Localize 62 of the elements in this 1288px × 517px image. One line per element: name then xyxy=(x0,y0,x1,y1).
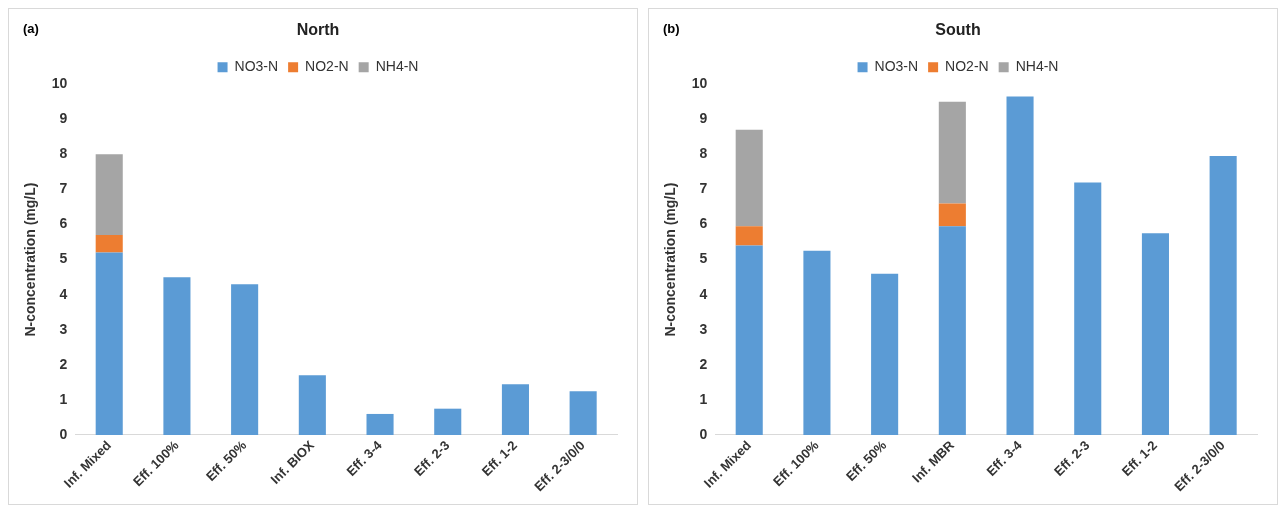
y-tick-label: 5 xyxy=(59,250,68,267)
y-tick-label: 1 xyxy=(699,390,708,407)
bar xyxy=(95,252,123,435)
legend-label: NH4-N xyxy=(1015,58,1059,75)
chart-title: North xyxy=(296,21,340,39)
y-tick-label: 5 xyxy=(699,250,708,267)
bar xyxy=(735,226,763,246)
bar xyxy=(871,273,899,435)
legend-label: NO3-N xyxy=(874,58,919,75)
bar xyxy=(95,154,123,236)
y-tick-label: 10 xyxy=(51,75,68,92)
y-tick-label: 6 xyxy=(59,215,68,232)
bar xyxy=(231,284,259,435)
bar xyxy=(434,408,462,435)
y-tick-label: 8 xyxy=(59,145,68,162)
legend-label: NO2-N xyxy=(305,58,349,75)
y-tick-label: 2 xyxy=(699,355,708,372)
bar xyxy=(1141,233,1169,435)
y-tick-label: 7 xyxy=(59,180,68,197)
legend-label: NO3-N xyxy=(234,58,279,75)
y-tick-label: 4 xyxy=(59,285,68,302)
bar xyxy=(938,101,966,204)
legend-label: NH4-N xyxy=(375,58,419,75)
y-tick-label: 0 xyxy=(59,425,68,442)
y-tick-label: 9 xyxy=(59,110,68,127)
y-tick-label: 1 xyxy=(59,390,68,407)
x-tick-label: Eff. 1-2 xyxy=(1118,437,1161,479)
bar xyxy=(163,277,191,435)
y-axis-title: N-concentration (mg/L) xyxy=(22,182,39,337)
chart-title: South xyxy=(935,21,981,39)
y-tick-label: 4 xyxy=(699,285,708,302)
bar xyxy=(1209,156,1237,435)
bar xyxy=(298,375,326,435)
bar xyxy=(569,391,597,435)
bar xyxy=(95,235,123,253)
y-tick-label: 10 xyxy=(691,75,708,92)
y-tick-label: 0 xyxy=(699,425,708,442)
y-tick-label: 8 xyxy=(699,145,708,162)
x-tick-label: Eff. 2-3 xyxy=(1051,437,1093,479)
bar xyxy=(1006,96,1034,435)
bar xyxy=(501,384,529,435)
y-tick-label: 6 xyxy=(699,215,708,232)
y-tick-label: 9 xyxy=(699,110,708,127)
text: (a) xyxy=(23,21,39,37)
y-tick-label: 2 xyxy=(59,355,68,372)
x-tick-label: Eff. 3-4 xyxy=(343,437,386,479)
x-tick-label: Eff. 3-4 xyxy=(983,437,1026,479)
bar xyxy=(938,203,966,227)
y-axis-title: N-concentration (mg/L) xyxy=(662,182,679,337)
x-tick-label: Eff. 1-2 xyxy=(478,437,521,479)
x-tick-label: Eff. 2-3 xyxy=(411,437,453,479)
y-tick-label: 3 xyxy=(59,320,68,337)
text: (b) xyxy=(663,21,680,37)
bar xyxy=(938,226,966,435)
bar xyxy=(1074,182,1102,435)
bar xyxy=(735,245,763,435)
bar xyxy=(366,413,394,435)
y-tick-label: 7 xyxy=(699,180,708,197)
bar xyxy=(803,250,831,435)
y-tick-label: 3 xyxy=(699,320,708,337)
legend-label: NO2-N xyxy=(945,58,989,75)
bar xyxy=(735,129,763,227)
